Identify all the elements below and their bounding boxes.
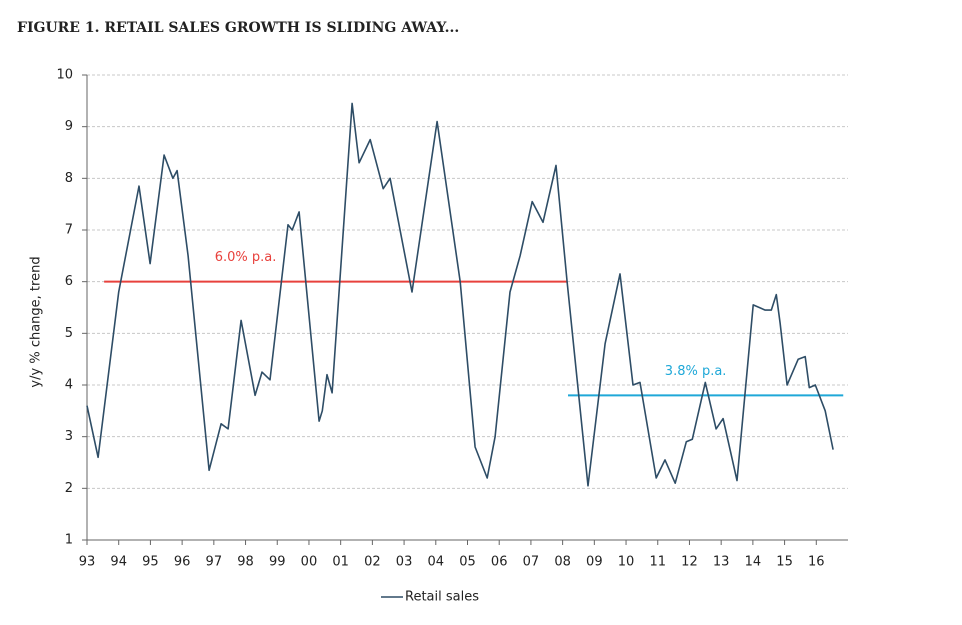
y-tick-label: 5	[65, 326, 73, 341]
x-tick-label: 12	[681, 555, 698, 570]
y-tick-label: 9	[65, 119, 73, 134]
x-tick-label: 14	[745, 555, 762, 570]
x-tick-label: 95	[142, 555, 159, 570]
x-tick-label: 01	[332, 555, 349, 570]
x-tick-label: 98	[237, 555, 254, 570]
x-tick-label: 06	[491, 555, 508, 570]
x-tick-label: 03	[396, 555, 413, 570]
x-tick-label: 02	[364, 555, 381, 570]
y-tick-label: 2	[65, 481, 73, 496]
x-tick-label: 96	[174, 555, 191, 570]
y-tick-label: 4	[65, 378, 73, 393]
x-tick-label: 00	[301, 555, 318, 570]
x-tick-label: 93	[79, 555, 96, 570]
x-tick-label: 15	[776, 555, 793, 570]
x-tick-label: 04	[428, 555, 445, 570]
x-tick-label: 94	[110, 555, 127, 570]
y-tick-label: 1	[65, 533, 73, 548]
y-tick-label: 7	[65, 223, 73, 238]
y-tick-label: 6	[65, 274, 73, 289]
y-tick-label: 10	[56, 68, 73, 83]
average-label: 6.0% p.a.	[215, 250, 277, 265]
x-tick-label: 13	[713, 555, 730, 570]
x-tick-label: 99	[269, 555, 286, 570]
chart-title: FIGURE 1. RETAIL SALES GROWTH IS SLIDING…	[17, 20, 459, 36]
series-line	[86, 102, 834, 487]
legend-label: Retail sales	[405, 590, 479, 605]
average-label: 3.8% p.a.	[665, 364, 727, 379]
x-tick-label: 07	[523, 555, 540, 570]
x-tick-label: 09	[586, 555, 603, 570]
x-tick-label: 11	[649, 555, 666, 570]
x-tick-label: 97	[206, 555, 223, 570]
x-tick-label: 08	[554, 555, 571, 570]
y-tick-label: 8	[65, 171, 73, 186]
x-tick-label: 10	[618, 555, 635, 570]
y-tick-label: 3	[65, 429, 73, 444]
y-axis-label: y/y % change, trend	[29, 256, 44, 387]
x-tick-label: 05	[459, 555, 476, 570]
x-tick-label: 16	[808, 555, 825, 570]
